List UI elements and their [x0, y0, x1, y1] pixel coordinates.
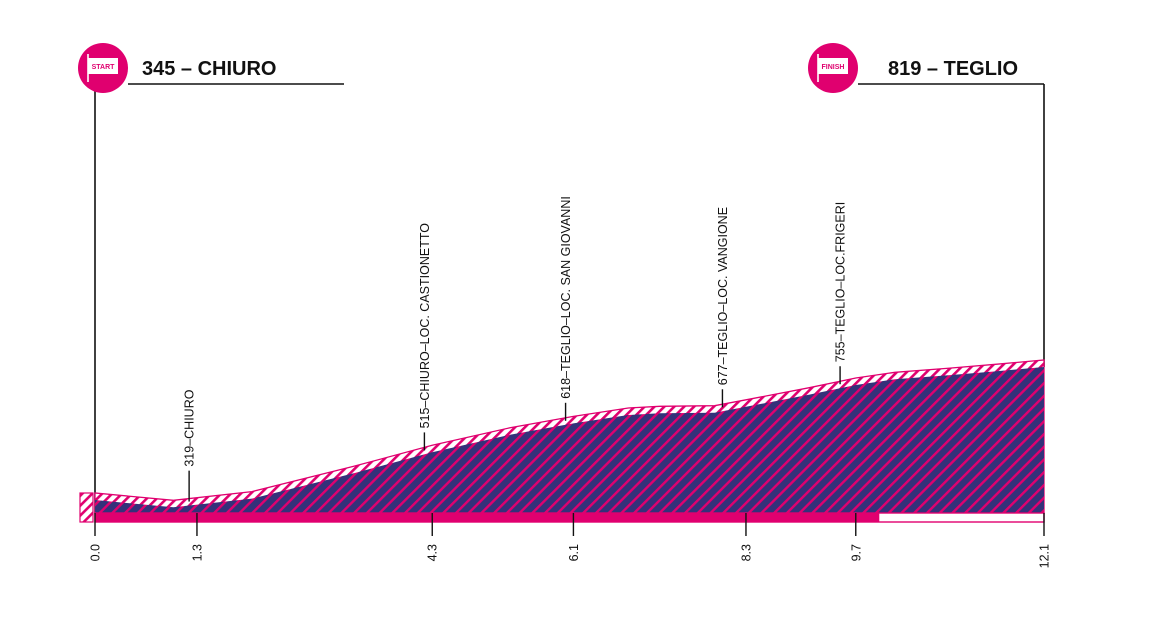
finish-badge-label: FINISH [822, 64, 845, 71]
km-tick-label: 9.7 [849, 544, 863, 561]
waypoint-label: 677–TEGLIO–LOC. VANGIONE [716, 207, 730, 385]
finish-title: 819 – TEGLIO [888, 58, 1018, 80]
start-baseline-marker [79, 492, 94, 523]
distance-bar [94, 512, 1045, 523]
start-flag-icon [88, 58, 118, 74]
finish-flag-icon [818, 58, 848, 74]
waypoint-label: 755–TEGLIO–LOC.FRIGERI [834, 202, 848, 362]
start-title: 345 – CHIURO [142, 58, 277, 80]
waypoint-label: 618–TEGLIO–LOC. SAN GIOVANNI [559, 196, 573, 399]
km-tick-label: 12.1 [1038, 544, 1052, 568]
waypoints-layer: 319–CHIURO 515–CHIURO–LOC. CASTIONETTO 618… [183, 196, 848, 502]
km-tick-label: 1.3 [190, 544, 204, 561]
waypoint-label: 319–CHIURO [183, 389, 197, 466]
start-badge-label: START [92, 64, 116, 71]
profile-body-hatched [95, 367, 1044, 513]
finish-header: FINISH 819 – TEGLIO [808, 43, 1045, 367]
km-tick-label: 4.3 [426, 544, 440, 561]
waypoint-label: 515–CHIURO–LOC. CASTIONETTO [418, 223, 432, 429]
km-tick-label: 8.3 [739, 544, 753, 561]
km-tick-label: 6.1 [567, 544, 581, 561]
ticks-layer: 0.0 1.3 4.3 6.1 8.3 9.7 12.1 [89, 513, 1052, 568]
profile-area [94, 359, 1045, 514]
distance-bar-fill [95, 513, 880, 522]
start-header: START 345 – CHIURO [78, 43, 344, 513]
km-tick-label: 0.0 [89, 544, 103, 561]
